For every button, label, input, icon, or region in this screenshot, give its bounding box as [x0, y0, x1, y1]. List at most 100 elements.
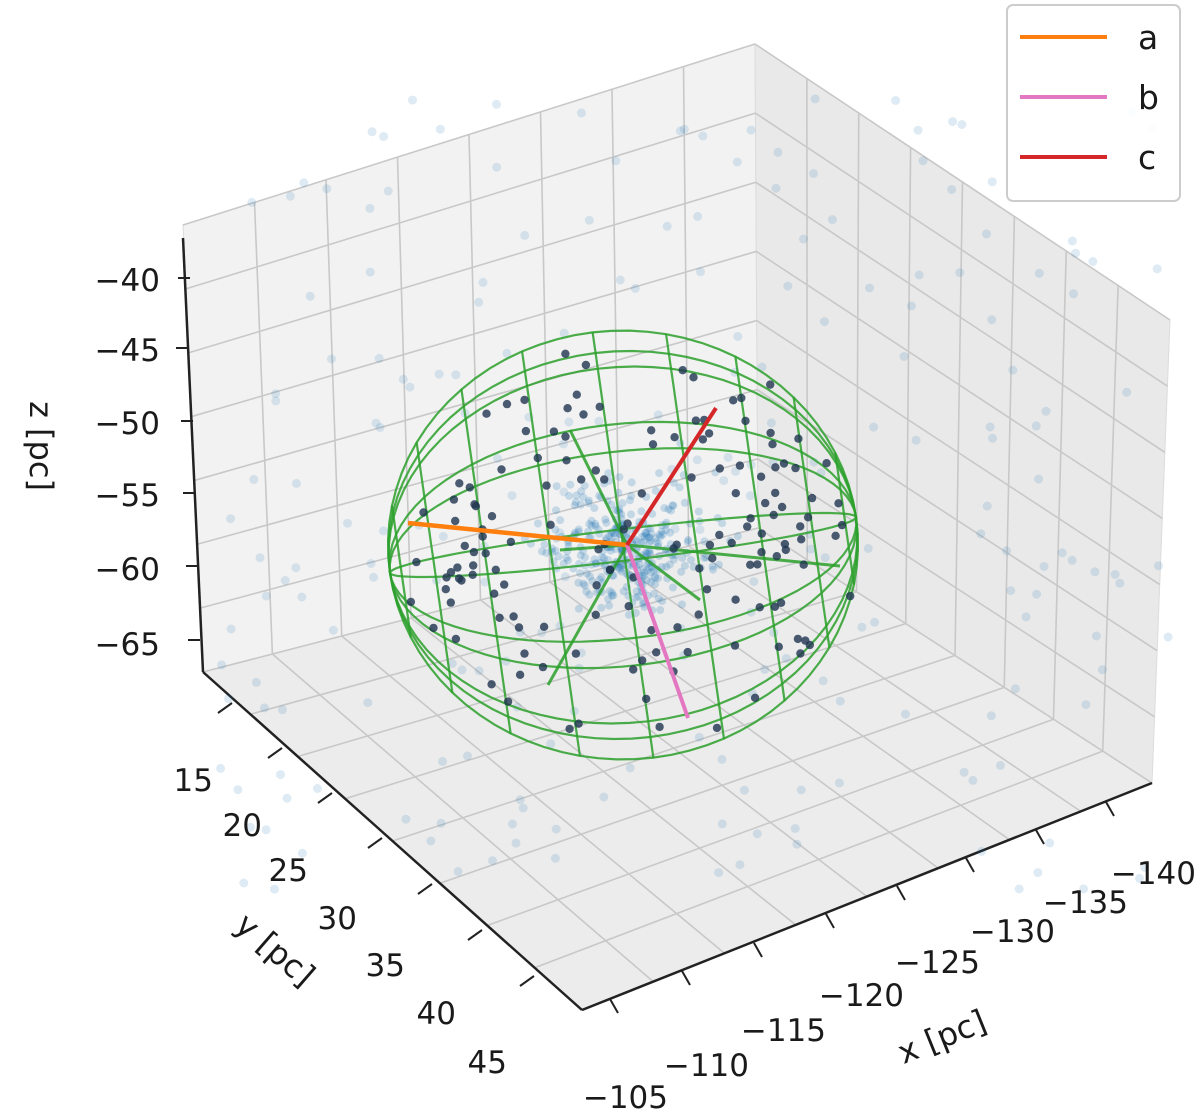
- star-point: [426, 836, 436, 846]
- member-star-point: [454, 574, 464, 583]
- star-point: [291, 478, 301, 488]
- star-point: [313, 784, 322, 793]
- x-tick-label: −135: [1043, 885, 1128, 921]
- member-star-point: [506, 537, 516, 547]
- member-star-point: [487, 680, 496, 689]
- star-point: [576, 569, 585, 578]
- star-point: [665, 560, 674, 569]
- x-tick: [753, 942, 763, 958]
- star-point: [576, 500, 585, 509]
- member-star-point: [619, 525, 628, 534]
- star-point: [654, 539, 663, 548]
- star-point: [587, 516, 596, 525]
- star-point: [299, 178, 309, 188]
- grid-line: [954, 181, 964, 656]
- star-point: [1002, 546, 1012, 556]
- star-point: [639, 564, 647, 573]
- star-point: [977, 846, 986, 856]
- star-point: [644, 548, 653, 557]
- star-point: [667, 506, 675, 515]
- star-point: [669, 555, 678, 564]
- star-point: [1079, 884, 1089, 894]
- star-point: [913, 125, 923, 135]
- z-tick-labels: −40 −45 −50 −55 −60 −65: [95, 263, 160, 663]
- star-point: [271, 389, 281, 399]
- scatter-member-stars: [406, 349, 855, 734]
- star-point: [508, 819, 517, 829]
- star-point: [714, 560, 723, 569]
- member-star-point: [533, 453, 542, 463]
- star-point: [632, 587, 641, 596]
- member-star-point: [468, 570, 477, 579]
- star-point: [542, 548, 551, 557]
- star-point: [655, 530, 664, 539]
- star-point: [1154, 561, 1163, 571]
- z-tick-label: −40: [95, 263, 160, 299]
- star-point: [251, 677, 261, 687]
- star-point: [297, 592, 307, 602]
- star-point: [771, 183, 781, 193]
- star-point: [666, 528, 674, 537]
- star-point: [995, 760, 1005, 770]
- star-point: [627, 491, 636, 500]
- star-point: [580, 581, 589, 590]
- star-point: [550, 853, 560, 863]
- semi-axes: [407, 406, 718, 719]
- star-point: [576, 551, 585, 560]
- star-point: [694, 732, 704, 742]
- star-point: [249, 474, 259, 484]
- star-point: [694, 507, 703, 516]
- star-point: [968, 775, 978, 785]
- member-star-point: [846, 591, 855, 601]
- star-point: [552, 482, 561, 491]
- star-point: [1071, 248, 1080, 258]
- star-point: [901, 709, 910, 719]
- star-point: [640, 571, 648, 580]
- semi-axis-a: [407, 520, 628, 548]
- star-point: [783, 281, 793, 291]
- star-point: [653, 410, 663, 420]
- member-star-point: [637, 489, 646, 498]
- star-point: [401, 814, 411, 824]
- star-point: [656, 606, 665, 614]
- star-point: [709, 565, 717, 574]
- star-point: [480, 577, 490, 587]
- star-point: [367, 127, 377, 137]
- star-point: [584, 499, 593, 507]
- star-point: [457, 665, 467, 675]
- star-point: [652, 538, 661, 547]
- member-star-point: [648, 440, 658, 449]
- star-point: [577, 487, 586, 496]
- star-point: [947, 185, 957, 194]
- star-point: [607, 529, 616, 538]
- star-point: [584, 496, 593, 505]
- star-point: [590, 504, 599, 513]
- star-point: [291, 563, 301, 573]
- star-point: [806, 544, 816, 554]
- star-point: [1135, 873, 1144, 883]
- star-point: [869, 422, 879, 432]
- star-point: [611, 156, 621, 166]
- star-point: [870, 617, 880, 627]
- star-point: [383, 186, 393, 196]
- member-star-point: [757, 529, 766, 538]
- member-star-point: [756, 472, 766, 481]
- star-point: [1032, 589, 1042, 599]
- x-tick-labels: −140 −135 −130 −125 −120 −115 −110 −105: [583, 856, 1196, 1112]
- star-point: [646, 536, 655, 545]
- star-point: [982, 229, 991, 239]
- star-point: [261, 591, 271, 601]
- star-point: [597, 573, 606, 582]
- star-point: [520, 230, 530, 240]
- z-tick-label: −65: [95, 627, 160, 663]
- star-point: [799, 234, 808, 244]
- legend-label-a: a: [1138, 18, 1158, 57]
- star-point: [1122, 387, 1132, 397]
- grid-line: [468, 134, 482, 601]
- y-tick-label: 40: [417, 996, 456, 1032]
- star-point: [408, 95, 417, 105]
- wireframe-parallel: [734, 356, 786, 702]
- star-point: [911, 435, 921, 445]
- star-point: [1014, 884, 1024, 894]
- star-point: [297, 848, 307, 858]
